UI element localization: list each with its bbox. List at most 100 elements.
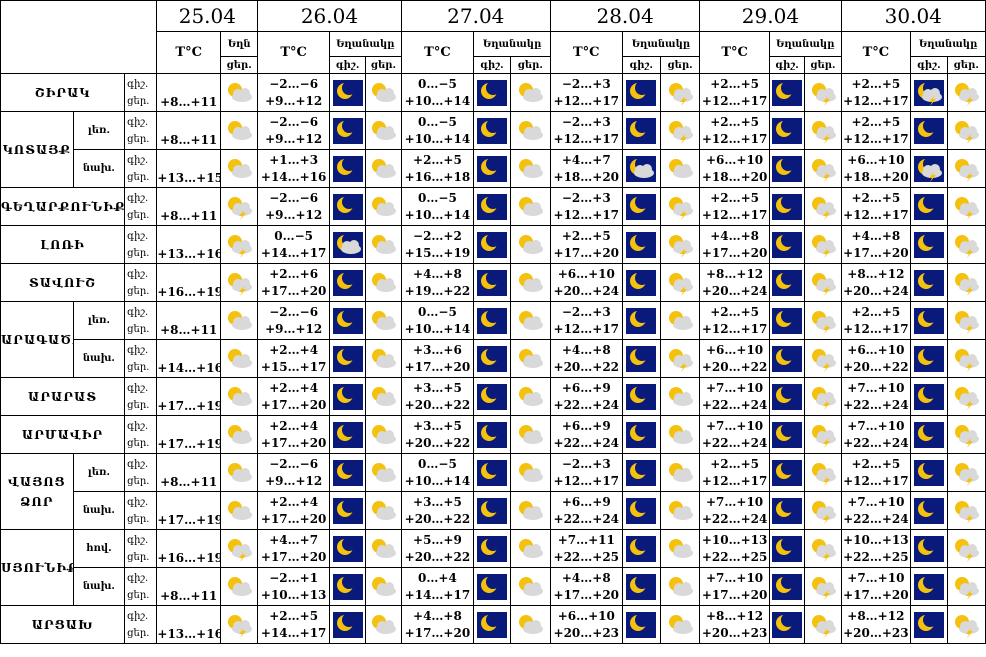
temp-range-cell: +2…+4 +17…+20 [257, 415, 330, 454]
region-name: ՎԱՅՈՑ ՁՈՐ [0, 453, 74, 530]
weather-header: Եղանակը [621, 31, 701, 57]
temp-header: T°C [549, 31, 623, 74]
weather-icon-cell [804, 149, 842, 188]
day-temp: +17…+20 [553, 245, 620, 260]
weather-icon-cell [473, 491, 511, 530]
sun-cloud-icon [367, 573, 399, 600]
moon-icon [475, 535, 508, 562]
weather-header: Եղանակը [768, 31, 842, 57]
night-temp: +4…+8 [561, 570, 611, 585]
weather-header: Եղանակը [328, 31, 402, 57]
weather-icon-cell [768, 225, 806, 264]
time-of-day-labels: գիշ. ցեր. [124, 301, 158, 340]
weather-icon-cell [219, 605, 259, 644]
day-temp: +12…+17 [843, 93, 909, 108]
day-label: ցեր. [127, 399, 150, 411]
temp-range-cell: +10…+13 +22…+25 [840, 529, 912, 568]
time-of-day-labels: գիշ. ցեր. [124, 73, 158, 112]
moon-icon [331, 535, 364, 562]
sun-storm-icon [949, 611, 985, 638]
weather-icon-cell [219, 73, 259, 112]
night-subheader: գիշ. [328, 56, 367, 74]
moon-icon [331, 459, 364, 486]
temp-range-cell: −2…+3 +12…+17 [549, 187, 623, 226]
moon-icon [624, 421, 659, 448]
night-subheader: գիշ. [621, 56, 661, 74]
night-temp: +2…+5 [710, 456, 759, 471]
sun-cloud-icon [222, 345, 256, 372]
region-row: ՏԱՎՈՒՇ գիշ. ցեր. +16…+19 +2…+6 +17…+20 +4…+8 +1… [0, 263, 986, 302]
weather-icon-cell [365, 415, 402, 454]
moon-icon [475, 193, 508, 220]
day-temp: +10…+14 [404, 207, 471, 222]
temp-range-cell: +2…+5 +14…+17 [257, 605, 330, 644]
moon-icon [624, 459, 659, 486]
weather-icon-cell [768, 567, 806, 606]
day-temp: +17…+20 [843, 245, 909, 260]
temp-range-cell: 0…−5 +10…+14 [400, 187, 475, 226]
day-label: ցեր. [127, 551, 150, 563]
day-temp: +17…+20 [843, 587, 909, 602]
temp-range-cell: +2…+4 +17…+20 [257, 491, 330, 530]
day-label: ցեր. [127, 627, 150, 639]
moon-icon [624, 611, 659, 638]
temp-range-cell: +7…+10 +17…+20 [840, 567, 912, 606]
weather-icon-cell [328, 263, 367, 302]
day-temp: +20…+22 [404, 549, 471, 564]
temp-range-cell: +8…+12 +20…+23 [840, 605, 912, 644]
night-temp: +2…+5 [851, 304, 901, 319]
temp-range-cell: +3…+5 +20…+22 [400, 377, 475, 416]
weather-icon-cell [473, 263, 511, 302]
weather-icon-cell [328, 529, 367, 568]
day-temp: +18…+20 [701, 169, 768, 184]
temp-range-cell: +2…+5 +17…+20 [549, 225, 623, 264]
day-temp: +22…+24 [553, 397, 620, 412]
day-temp: +12…+17 [843, 207, 909, 222]
night-temp: +7…+10 [847, 570, 905, 585]
moon-icon [475, 307, 508, 334]
night-temp: +7…+10 [847, 494, 905, 509]
sun-cloud-icon [367, 155, 399, 182]
sun-cloud-icon [512, 611, 549, 638]
night-temp: +8…+12 [847, 266, 905, 281]
weather-icon-cell [946, 339, 986, 378]
time-of-day-labels: գիշ. ցեր. [124, 491, 158, 530]
day-subheader: ցեր. [804, 56, 842, 74]
temp-range-cell: +7…+10 +17…+20 [699, 567, 770, 606]
weather-icon-cell [473, 415, 511, 454]
weather-icon-cell [804, 415, 842, 454]
night-label: գիշ. [127, 534, 149, 546]
region-row: նախ. գիշ. ցեր. +17…+19 +2…+4 +17…+20 +3…+5 +20…… [1, 491, 986, 530]
temp-range-cell: +5…+9 +20…+22 [400, 529, 475, 568]
night-temp: +2…+5 [710, 76, 759, 91]
night-label: գիշ. [127, 230, 149, 242]
sun-storm-icon [806, 535, 839, 562]
temp-range-cell: +3…+5 +20…+22 [400, 415, 475, 454]
region-row: նախ. գիշ. ցեր. +14…+16 +2…+4 +15…+17 +3…+6 +17…… [1, 339, 986, 378]
night-temp: +6…+9 [561, 494, 611, 509]
moon-icon [771, 155, 803, 182]
day-subheader: ցեր. [509, 56, 551, 74]
night-temp: −2…+3 [561, 76, 611, 91]
day-label: ցեր. [127, 437, 150, 449]
temp-range-cell: −2…+2 +15…+19 [400, 225, 475, 264]
temp-range-cell: +7…+10 +22…+24 [840, 491, 912, 530]
weather-icon-cell [946, 415, 986, 454]
weather-icon-cell [219, 339, 259, 378]
temp-range-cell: −2…+3 +12…+17 [549, 301, 623, 340]
weather-icon-cell [365, 225, 402, 264]
night-temp: +4…+7 [561, 152, 611, 167]
corner-cell [0, 0, 158, 74]
day-temp: +9…+12 [265, 473, 323, 488]
day-temp: +20…+22 [553, 359, 620, 374]
weather-icon-cell [804, 377, 842, 416]
night-label: գիշ. [127, 154, 149, 166]
weather-icon-cell [659, 491, 701, 530]
day-temp: +9…+12 [265, 93, 323, 108]
night-temp: +4…+8 [561, 342, 611, 357]
night-temp: +7…+10 [706, 380, 764, 395]
temp-range-cell: +2…+5 +12…+17 [699, 187, 770, 226]
night-temp: +6…+10 [847, 152, 905, 167]
day-temp: +20…+24 [843, 283, 909, 298]
weather-icon-cell [621, 301, 661, 340]
